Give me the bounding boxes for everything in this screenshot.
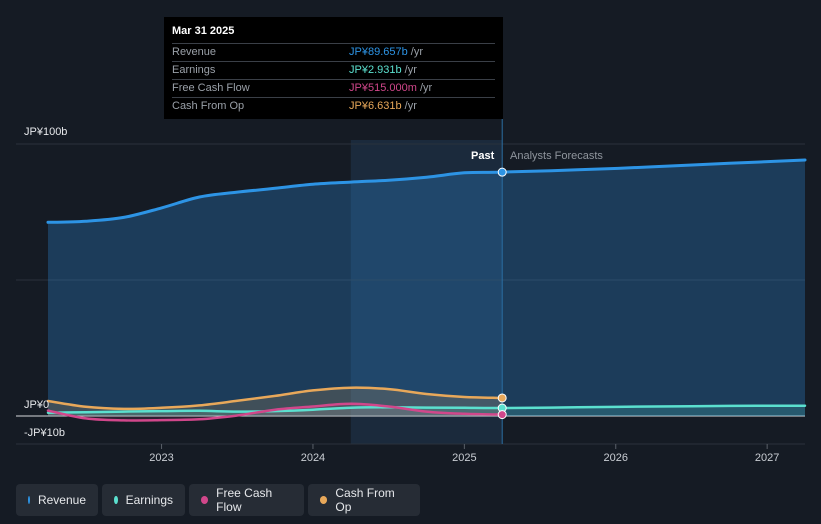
gridlines xyxy=(16,143,805,445)
past-label: Past xyxy=(471,150,495,162)
tooltip-amount: JP¥6.631b xyxy=(349,100,402,112)
series-areas xyxy=(48,160,805,421)
forecast-label: Analysts Forecasts xyxy=(510,150,603,162)
x-axis-ticks: 2023 2024 2025 2026 2027 xyxy=(149,444,779,464)
y-tick-minus-10b: -JP¥10b xyxy=(24,427,65,439)
tooltip-value: JP¥2.931b /yr xyxy=(349,62,417,79)
tooltip-unit: /yr xyxy=(401,100,417,112)
x-tick-label: 2023 xyxy=(149,452,173,464)
tooltip-label: Revenue xyxy=(172,46,217,58)
marker-cash-from-op xyxy=(497,393,507,403)
line-revenue xyxy=(46,158,807,224)
tooltip-unit: /yr xyxy=(407,46,423,58)
tooltip-value: JP¥6.631b /yr xyxy=(349,98,417,115)
legend-item-cash-from-op[interactable]: Cash From Op xyxy=(308,484,420,516)
tooltip-amount: JP¥89.657b xyxy=(349,46,408,58)
legend-label: Free Cash Flow xyxy=(216,486,273,514)
tooltip-label: Cash From Op xyxy=(172,100,245,112)
legend-label: Cash From Op xyxy=(335,486,395,514)
x-tick-label: 2026 xyxy=(604,452,628,464)
tooltip-date: Mar 31 2025 xyxy=(172,25,235,37)
legend-label: Revenue xyxy=(37,493,86,507)
tooltip-row-free-cash-flow: Free Cash Flow JP¥515.000m /yr xyxy=(172,79,495,97)
y-tick-0: JP¥0 xyxy=(24,399,50,411)
x-tick-label: 2025 xyxy=(452,452,476,464)
x-tick-label: 2027 xyxy=(755,452,779,464)
marker-free-cash-flow xyxy=(497,410,507,420)
tooltip-value: JP¥515.000m /yr xyxy=(349,80,432,97)
tooltip-unit: /yr xyxy=(416,82,433,94)
tooltip-unit: /yr xyxy=(401,64,417,76)
legend-item-free-cash-flow[interactable]: Free Cash Flow xyxy=(189,484,304,516)
legend-dot-icon xyxy=(201,496,209,504)
data-tooltip: Mar 31 2025 Revenue JP¥89.657b /yr Earni… xyxy=(164,17,503,119)
tooltip-amount: JP¥2.931b xyxy=(349,64,402,76)
tooltip-label: Free Cash Flow xyxy=(172,82,250,94)
series-lines xyxy=(46,158,807,422)
y-tick-100b: JP¥100b xyxy=(24,126,68,138)
tooltip-row-revenue: Revenue JP¥89.657b /yr xyxy=(172,43,495,61)
legend-item-earnings[interactable]: Earnings xyxy=(102,484,185,516)
tooltip-row-earnings: Earnings JP¥2.931b /yr xyxy=(172,61,495,79)
marker-revenue xyxy=(497,167,507,177)
line-cash-from-op xyxy=(46,386,504,411)
tooltip-amount: JP¥515.000m xyxy=(349,82,417,94)
line-free-cash-flow xyxy=(46,402,504,422)
hover-markers xyxy=(497,167,507,420)
legend-dot-icon xyxy=(28,496,30,504)
tooltip-row-cash-from-op: Cash From Op JP¥6.631b /yr xyxy=(172,97,495,115)
legend-item-revenue[interactable]: Revenue xyxy=(16,484,98,516)
x-tick-label: 2024 xyxy=(301,452,325,464)
tooltip-value: JP¥89.657b /yr xyxy=(349,44,423,61)
line-earnings xyxy=(46,404,807,414)
tooltip-label: Earnings xyxy=(172,64,216,76)
legend-label: Earnings xyxy=(125,493,173,507)
legend-dot-icon xyxy=(114,496,118,504)
legend-dot-icon xyxy=(320,496,328,504)
area-revenue xyxy=(48,160,805,416)
chart-legend: Revenue Earnings Free Cash Flow Cash Fro… xyxy=(16,484,420,516)
